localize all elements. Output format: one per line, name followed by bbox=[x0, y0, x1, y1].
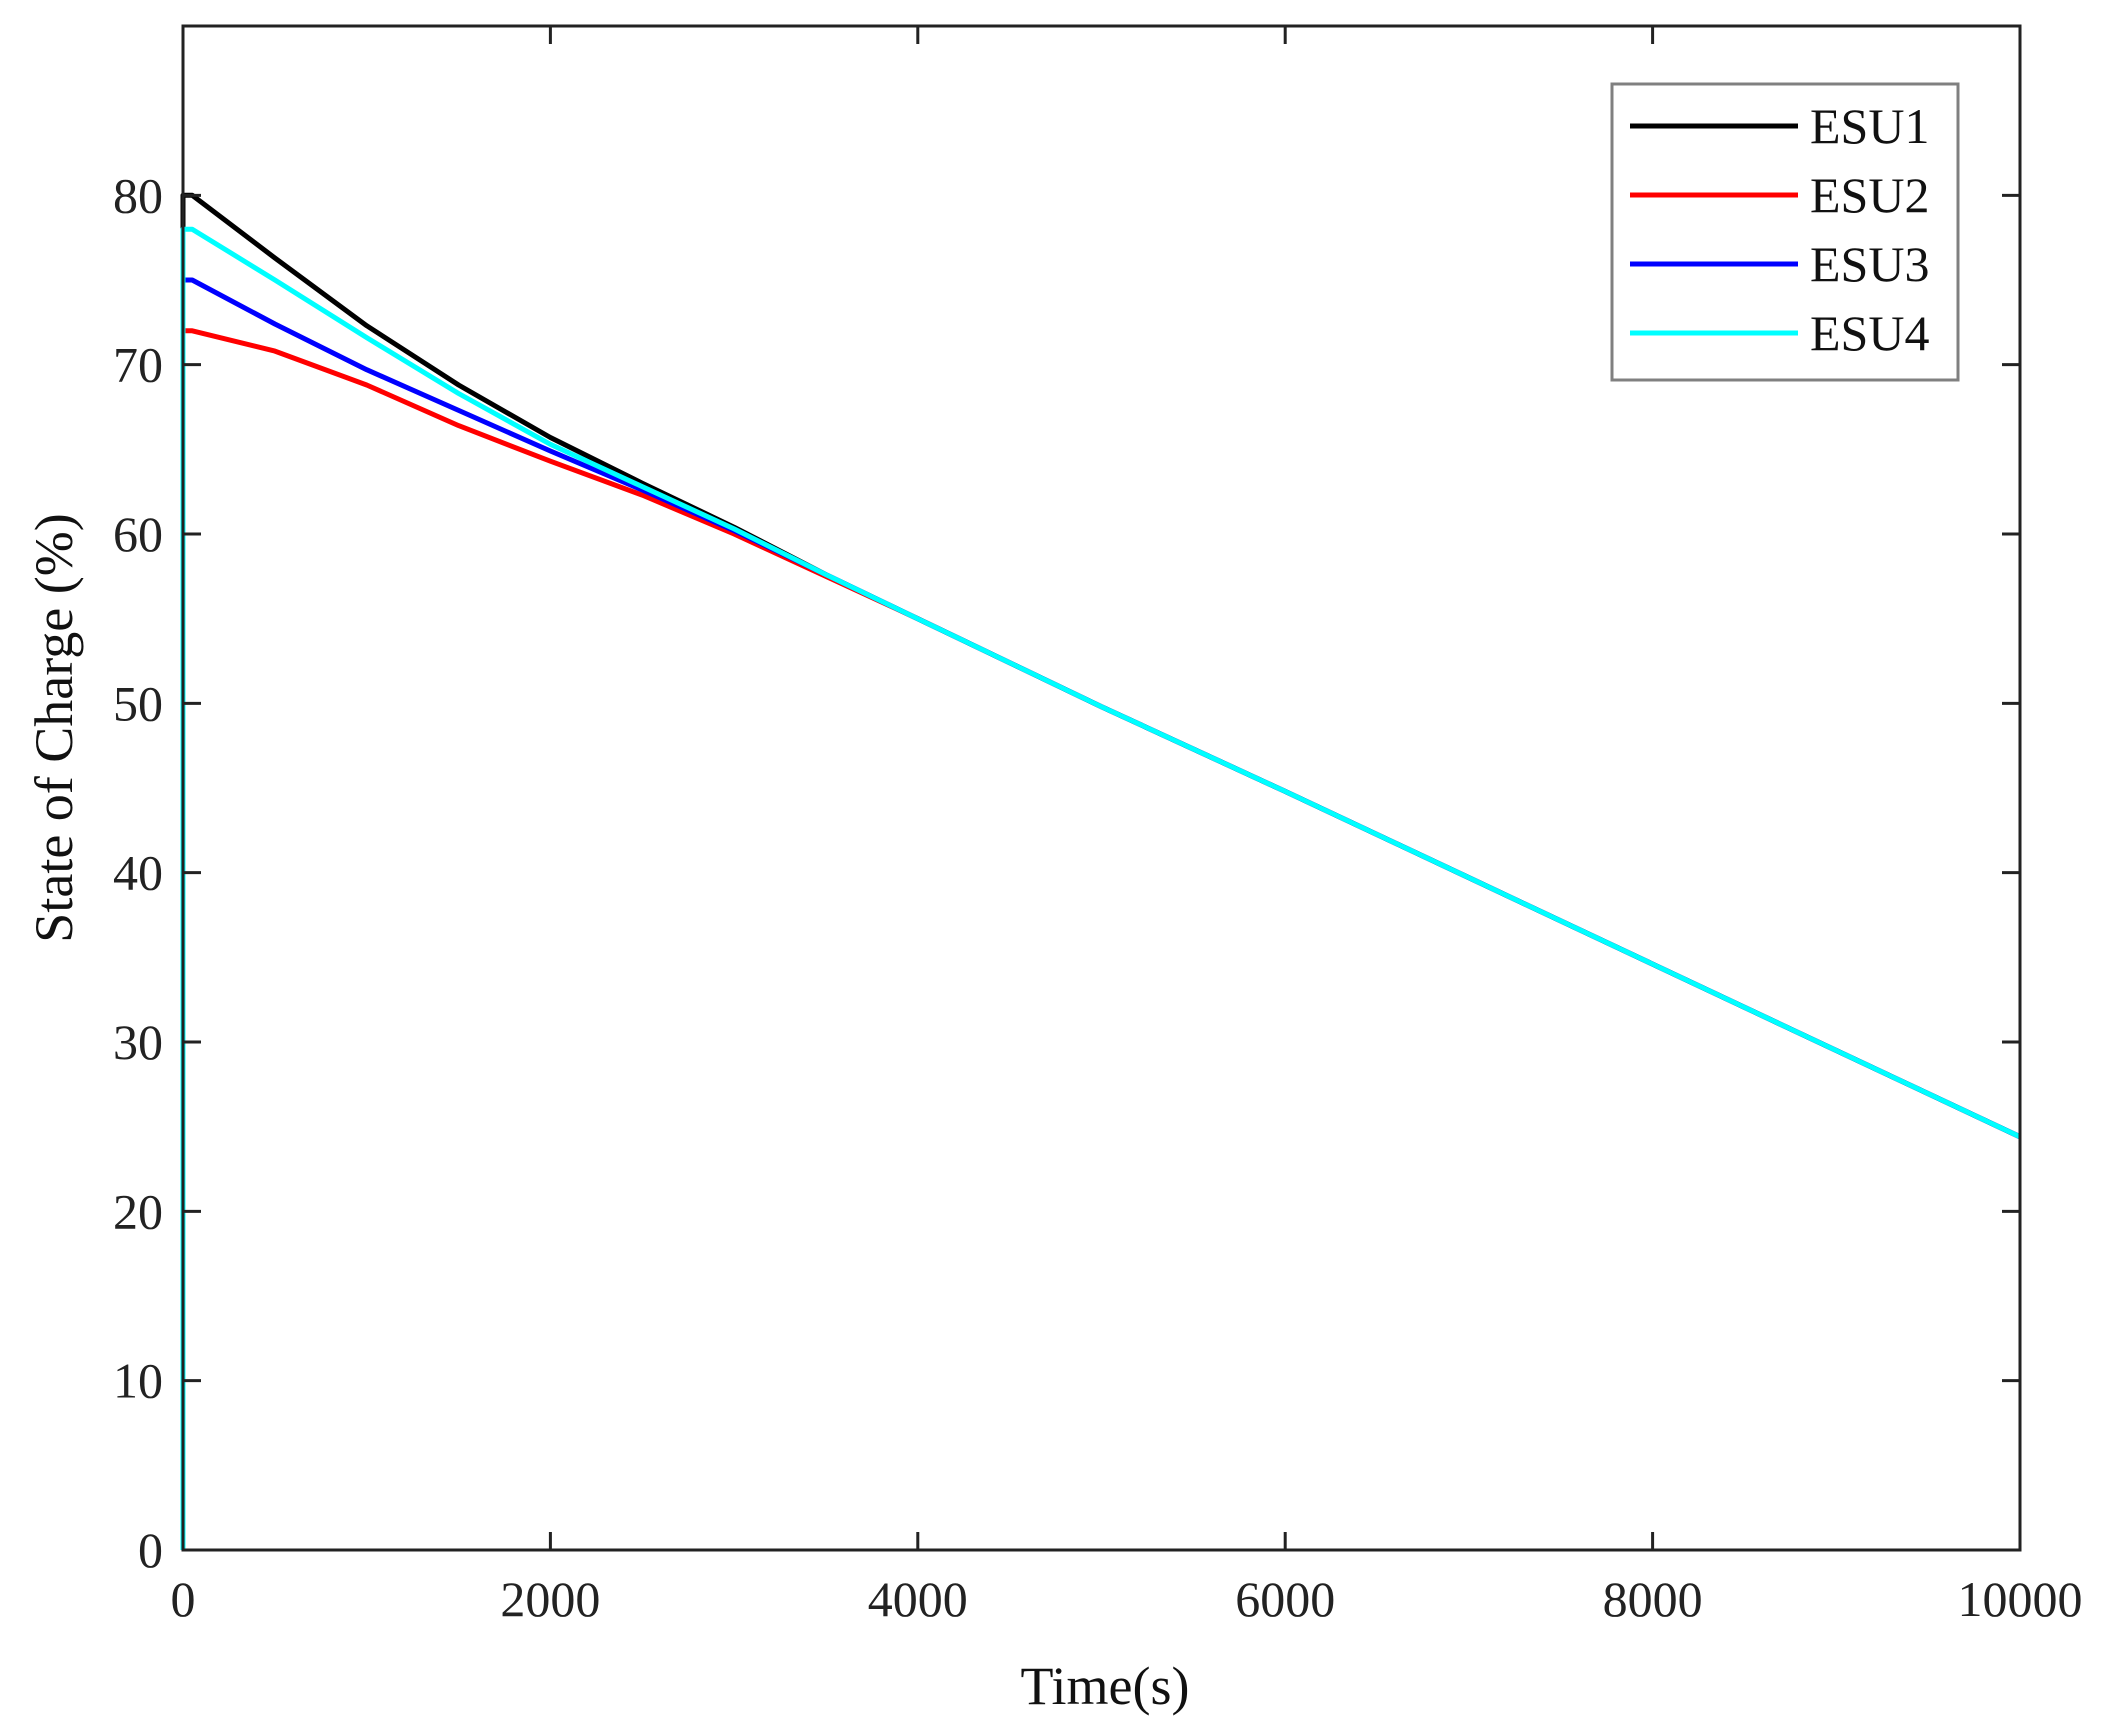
x-axis-title: Time(s) bbox=[1020, 1656, 1189, 1716]
y-tick-label: 0 bbox=[138, 1522, 163, 1578]
y-tick-label: 60 bbox=[113, 506, 163, 562]
y-tick-label: 50 bbox=[113, 675, 163, 731]
axes-layer: 0 2000 4000 6000 8000 10000 0 10 20 30 40 50 60 70 80 bbox=[113, 24, 2083, 1627]
y-tick-label: 80 bbox=[113, 167, 163, 223]
x-tick-label: 0 bbox=[171, 1571, 196, 1627]
y-tick-label: 70 bbox=[113, 337, 163, 393]
legend-label: ESU3 bbox=[1810, 236, 1929, 292]
legend-label: ESU2 bbox=[1810, 167, 1929, 223]
legend-label: ESU1 bbox=[1810, 98, 1929, 154]
x-tick-label: 2000 bbox=[500, 1571, 600, 1627]
y-tick-label: 40 bbox=[113, 845, 163, 901]
y-tick-label: 10 bbox=[113, 1353, 163, 1409]
x-tick-label: 10000 bbox=[1958, 1571, 2083, 1627]
x-tick-label: 4000 bbox=[868, 1571, 968, 1627]
x-tick-label: 8000 bbox=[1603, 1571, 1703, 1627]
series-layer bbox=[180, 192, 2022, 1550]
y-tick-label: 30 bbox=[113, 1014, 163, 1070]
y-tick-label: 20 bbox=[113, 1183, 163, 1239]
legend: ESU1 ESU2 ESU3 ESU4 bbox=[1610, 82, 1960, 382]
series-line-esu4 bbox=[180, 226, 2022, 1550]
y-axis-title: State of Charge (%) bbox=[24, 513, 84, 942]
x-tick-label: 6000 bbox=[1235, 1571, 1335, 1627]
legend-label: ESU4 bbox=[1810, 305, 1929, 361]
axes-box bbox=[181, 24, 2022, 1552]
